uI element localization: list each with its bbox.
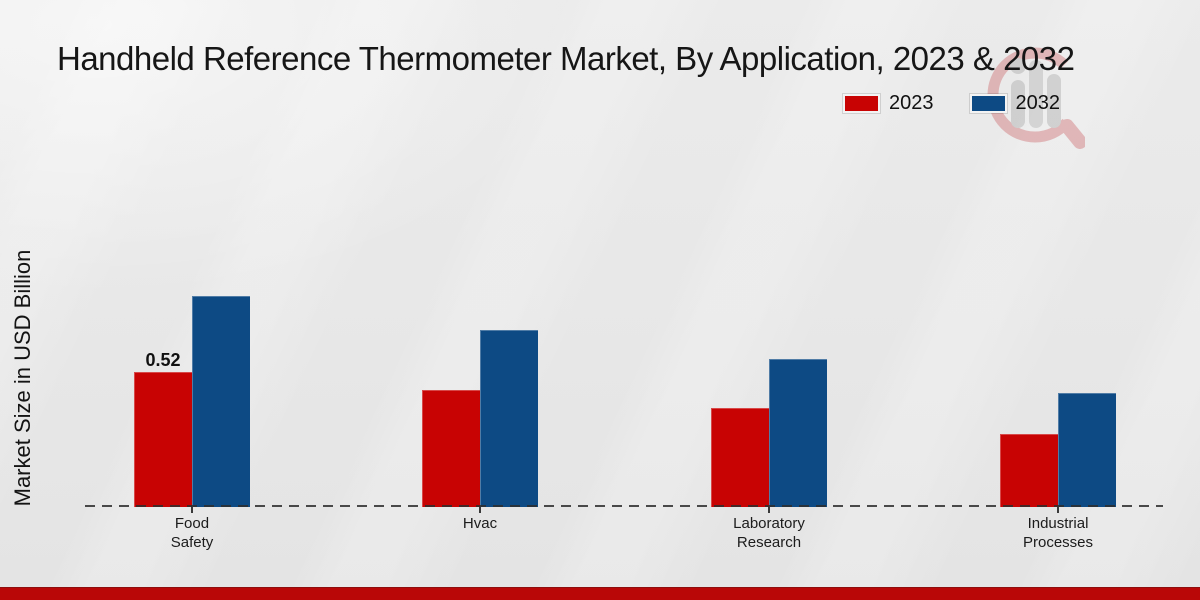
bar-2032-laboratory-research (769, 359, 827, 507)
legend-swatch-2032 (969, 94, 1007, 113)
bar-2032-hvac (480, 330, 538, 507)
bar-2032-food-safety (192, 296, 250, 507)
category-label-laboratory-research: Laboratory Research (733, 515, 805, 551)
bar-2023-laboratory-research (711, 408, 769, 507)
x-axis-tick-industrial-processes (1057, 507, 1059, 513)
category-label-food-safety: Food Safety (170, 515, 214, 551)
x-axis-tick-hvac (479, 507, 481, 513)
page-title: Handheld Reference Thermometer Market, B… (57, 40, 1075, 77)
bar-2023-industrial-processes (1000, 434, 1058, 507)
y-axis-label: Market Size in USD Billion (10, 249, 35, 507)
category-label-hvac: Hvac (462, 515, 498, 532)
x-axis-tick-food-safety (191, 507, 193, 513)
legend-label-2023: 2023 (889, 92, 934, 114)
legend-label-2032: 2032 (1015, 92, 1061, 114)
category-label-industrial-processes: Industrial Processes (1022, 515, 1094, 551)
legend-swatch-2023 (843, 94, 880, 113)
bar-2032-industrial-processes (1058, 393, 1116, 507)
legend-item-2023: 2023 (843, 92, 934, 115)
x-axis-tick-laboratory-research (768, 507, 770, 513)
bar-value-label: 0.52 (145, 350, 181, 370)
legend-item-2032: 2032 (969, 92, 1061, 115)
x-axis-baseline (85, 505, 1163, 507)
bar-2023-hvac (422, 390, 480, 507)
legend: 2023 2032 (843, 92, 1060, 115)
bottom-red-band (0, 587, 1200, 600)
bar-2023-food-safety (134, 372, 192, 507)
